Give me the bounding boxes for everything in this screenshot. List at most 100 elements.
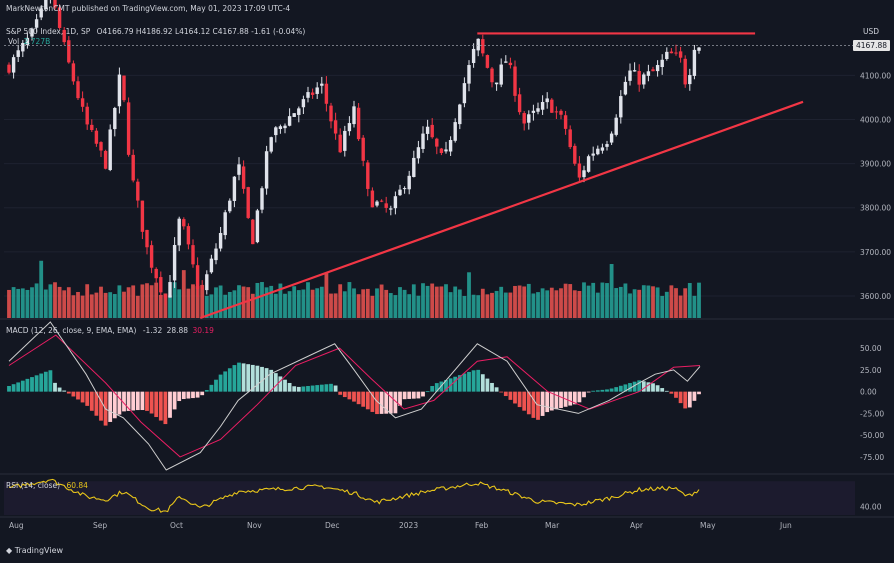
macd-histogram-bar — [623, 384, 628, 392]
macd-histogram-bar — [232, 365, 237, 392]
volume-bar — [476, 295, 481, 318]
volume-bar — [338, 284, 343, 318]
candle-body — [310, 92, 315, 95]
macd-histogram-bar — [342, 391, 347, 398]
volume-bar — [181, 270, 186, 318]
volume-bar — [388, 293, 393, 318]
time-tick-label: Aug — [9, 521, 24, 530]
publisher-text: MarkNewtonCMT published on TradingView.c… — [6, 4, 291, 13]
ascending-trendline — [199, 100, 804, 320]
candle-body — [448, 140, 453, 152]
volume-bar — [329, 293, 333, 318]
macd-histogram-bar — [513, 391, 517, 404]
candle-body — [642, 74, 646, 85]
macd-histogram-bar — [94, 391, 99, 416]
volume-bar — [94, 292, 99, 318]
macd-histogram-bar — [697, 391, 701, 395]
candle-body — [384, 203, 388, 208]
macd-histogram-bar — [11, 384, 16, 392]
volume-bar — [30, 287, 34, 318]
price-candles — [7, 0, 701, 306]
volume-bar — [260, 282, 264, 318]
candle-body — [320, 83, 324, 86]
volume-bar — [39, 260, 44, 318]
volume-bar — [623, 283, 628, 318]
candle-body — [53, 0, 57, 8]
macd-histogram-bar — [467, 371, 471, 392]
candle-body — [683, 58, 687, 85]
volume-bar — [76, 291, 80, 318]
tradingview-logo[interactable]: ◆ TradingView — [6, 546, 63, 555]
volume-bar — [554, 290, 559, 318]
time-tick-label: Oct — [170, 521, 183, 530]
candle-body — [632, 70, 637, 72]
volume-bar — [655, 287, 660, 318]
candle-body — [117, 74, 122, 107]
candle-body — [646, 71, 651, 76]
macd-histogram-bar — [549, 391, 554, 411]
macd-label[interactable]: MACD (12, 26, close, 9, EMA, EMA) — [6, 326, 137, 335]
drawing-lines — [4, 32, 855, 320]
volume-bar — [540, 288, 545, 318]
volume-bar — [71, 295, 76, 318]
macd-histogram-bar — [246, 364, 251, 392]
macd-value-3: 30.19 — [192, 326, 214, 335]
macd-histogram-bar — [333, 385, 338, 392]
macd-histogram-bar — [577, 391, 582, 403]
candle-body — [44, 0, 48, 10]
volume-bar — [80, 295, 85, 318]
macd-histogram-bar — [674, 391, 678, 398]
candle-body — [665, 51, 669, 59]
macd-histogram-bar — [260, 366, 264, 392]
rsi-pane — [4, 478, 855, 515]
macd-histogram-bar — [545, 391, 550, 413]
macd-histogram-bar — [117, 391, 122, 415]
volume-bar — [264, 287, 269, 318]
macd-histogram-bar — [108, 391, 113, 422]
macd-histogram-bar — [172, 391, 177, 410]
candle-body — [600, 147, 605, 151]
last-price-tag: 4167.88 — [852, 40, 890, 51]
volume-bar — [131, 285, 136, 318]
macd-histogram-bar — [361, 391, 366, 407]
volume-bar — [122, 291, 126, 318]
volume-bar — [444, 284, 448, 318]
candle-body — [435, 138, 439, 147]
candle-body — [467, 65, 471, 84]
macd-histogram-bar — [430, 386, 435, 392]
macd-histogram-bar — [34, 375, 39, 392]
macd-histogram-bar — [85, 391, 90, 406]
macd-histogram-bar — [53, 382, 57, 392]
candle-body — [379, 200, 384, 202]
volume-bar — [503, 292, 508, 318]
price-tick-label: 3600.00 — [860, 292, 891, 301]
macd-histogram-bar — [76, 391, 80, 400]
instrument-name[interactable]: S&P 500 Index, 1D, SP — [6, 27, 91, 36]
rsi-label[interactable]: RSI (14, close) — [6, 481, 61, 490]
macd-histogram-bar — [25, 378, 30, 392]
candle-body — [103, 150, 108, 169]
macd-histogram-bar — [89, 391, 94, 411]
macd-histogram-bar — [540, 391, 545, 416]
candle-body — [90, 124, 94, 131]
volume-bar — [135, 295, 140, 318]
candle-body — [168, 282, 172, 298]
candle-body — [476, 38, 480, 51]
candle-body — [453, 122, 457, 141]
volume-bar — [287, 291, 292, 318]
volume-bar — [273, 293, 278, 318]
candle-body — [361, 137, 365, 161]
volume-bar — [605, 283, 609, 318]
macd-line — [8, 321, 701, 471]
macd-histogram-bar — [269, 369, 274, 392]
volume-bar — [301, 289, 306, 318]
candle-body — [67, 40, 71, 63]
volume-bar — [398, 287, 402, 318]
macd-histogram-bar — [112, 391, 117, 419]
candle-body — [274, 127, 278, 136]
volume-bar — [103, 292, 108, 318]
candle-body — [692, 49, 697, 76]
candle-body — [209, 258, 214, 273]
candle-body — [458, 104, 462, 125]
